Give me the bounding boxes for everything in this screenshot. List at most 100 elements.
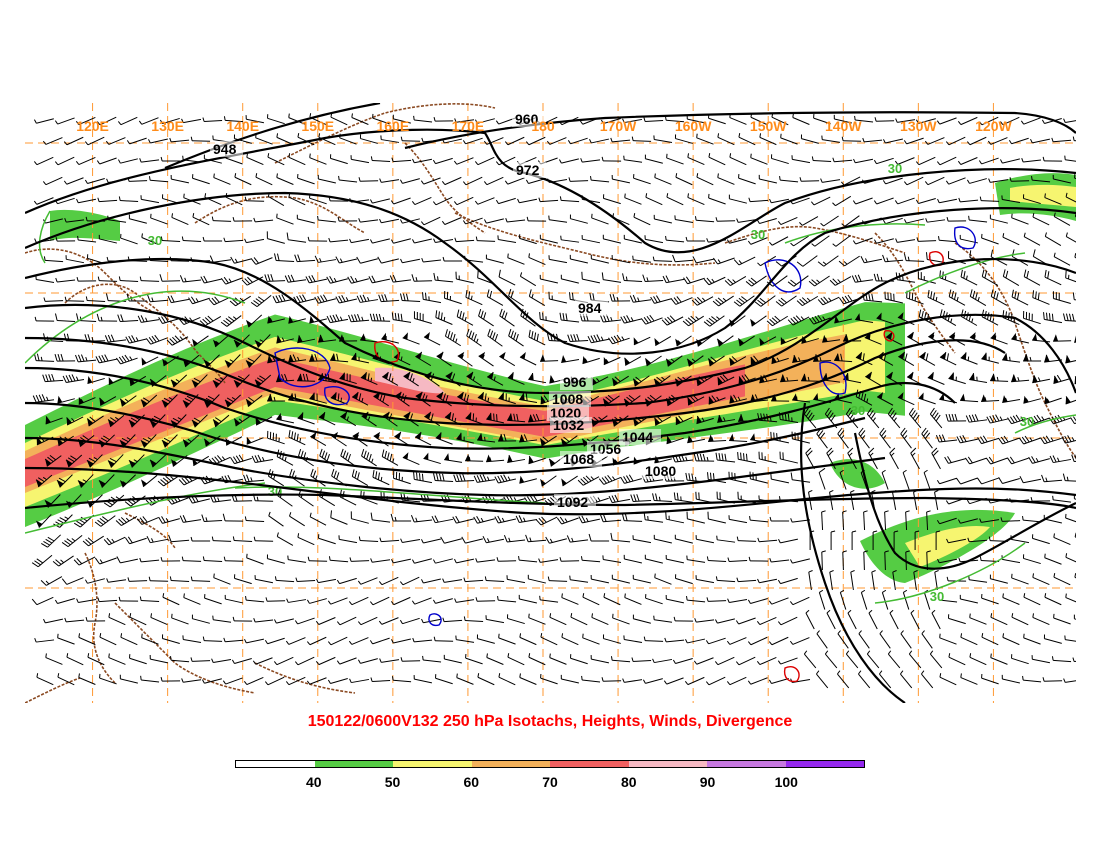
wind-barb-feather bbox=[890, 371, 893, 380]
wind-barb-shaft bbox=[624, 118, 643, 124]
wind-barb-half bbox=[560, 274, 562, 279]
wind-barb bbox=[665, 554, 685, 564]
wind-barb-shaft bbox=[549, 219, 568, 223]
wind-barb-feather bbox=[921, 310, 924, 319]
wind-barb-shaft bbox=[465, 176, 483, 186]
wind-barb-shaft bbox=[150, 299, 169, 303]
wind-barb-feather bbox=[612, 293, 616, 302]
wind-barb-half bbox=[462, 140, 466, 145]
wind-barb bbox=[966, 136, 987, 146]
wind-barb-shaft bbox=[444, 138, 462, 144]
wind-barb bbox=[871, 570, 876, 590]
wind-barb-half bbox=[164, 360, 169, 364]
wind-barb-shaft bbox=[969, 178, 987, 184]
wind-barb-shaft bbox=[477, 559, 496, 563]
wind-barb bbox=[561, 355, 580, 363]
wind-barb-shaft bbox=[918, 156, 936, 166]
wind-barb-shaft bbox=[393, 356, 411, 366]
wind-barb-feather bbox=[629, 295, 634, 303]
wind-barb-half bbox=[1053, 533, 1055, 538]
wind-barb-pennant bbox=[57, 395, 63, 404]
wind-barb-half bbox=[361, 316, 364, 321]
wind-barb-half bbox=[476, 338, 479, 343]
wind-barb-half bbox=[873, 239, 877, 244]
wind-barb-shaft bbox=[257, 374, 272, 388]
wind-barb-half bbox=[33, 119, 37, 124]
wind-barb-shaft bbox=[675, 219, 694, 223]
wind-barb-shaft bbox=[834, 118, 852, 124]
wind-barb-half bbox=[873, 159, 877, 164]
wind-barb-half bbox=[42, 181, 47, 185]
wind-barb-feather bbox=[455, 515, 460, 523]
wind-barb-shaft bbox=[570, 180, 589, 182]
coastline-10 bbox=[114, 602, 256, 694]
wind-barb bbox=[694, 216, 715, 223]
wind-barb-pennant bbox=[212, 339, 220, 347]
wind-barb-shaft bbox=[1023, 557, 1041, 565]
wind-barb bbox=[140, 195, 160, 204]
wind-barb-feather bbox=[247, 357, 255, 363]
wind-barb bbox=[351, 352, 370, 364]
wind-barb-half bbox=[506, 575, 508, 580]
wind-barb-half bbox=[591, 213, 593, 218]
wind-barb-shaft bbox=[225, 239, 244, 243]
wind-barb-shaft bbox=[1044, 276, 1062, 286]
wind-barb-feather bbox=[186, 395, 194, 400]
wind-barb-feather bbox=[248, 396, 255, 403]
wind-barb-half bbox=[658, 496, 661, 501]
wind-barb bbox=[454, 118, 475, 123]
wind-barb-feather bbox=[214, 296, 220, 303]
wind-barb-feather bbox=[35, 394, 40, 403]
wind-barb-half bbox=[686, 555, 688, 560]
wind-barb bbox=[223, 116, 244, 123]
wind-barb bbox=[379, 178, 400, 183]
wind-barb-shaft bbox=[204, 119, 223, 123]
wind-barb-feather bbox=[951, 290, 954, 299]
wind-barb-half bbox=[168, 397, 173, 401]
wind-barb bbox=[1044, 269, 1062, 286]
wind-barb-feather bbox=[402, 293, 406, 301]
wind-barb-half bbox=[789, 601, 794, 605]
wind-barb bbox=[602, 555, 622, 563]
wind-barb-half bbox=[338, 175, 340, 181]
wind-barb-feather bbox=[969, 289, 973, 297]
wind-barb bbox=[560, 235, 580, 243]
wind-barb-feather bbox=[341, 295, 346, 302]
wind-barb-feather bbox=[281, 374, 285, 382]
wind-barb bbox=[850, 490, 855, 510]
wind-barb-shaft bbox=[234, 577, 252, 585]
wind-barb-half bbox=[934, 570, 939, 573]
wind-barb-feather bbox=[245, 360, 253, 365]
wind-barb-half bbox=[296, 214, 298, 219]
wind-barb-half bbox=[978, 160, 983, 165]
wind-barb bbox=[1002, 593, 1020, 605]
wind-barb-half bbox=[630, 317, 634, 322]
wind-barb-half bbox=[1037, 377, 1041, 382]
wind-barb-shaft bbox=[687, 559, 706, 563]
wind-barb bbox=[97, 597, 118, 603]
wind-barb bbox=[181, 118, 202, 124]
wind-barb-half bbox=[217, 497, 220, 502]
wind-barb-half bbox=[96, 160, 101, 165]
wind-barb-shaft bbox=[780, 179, 799, 183]
wind-barb-half bbox=[162, 593, 165, 598]
wind-barb-shaft bbox=[351, 117, 369, 125]
wind-barb-shaft bbox=[1002, 398, 1021, 404]
wind-barb-feather bbox=[960, 269, 963, 278]
wind-barb-feather bbox=[801, 297, 808, 303]
wind-barb bbox=[148, 138, 168, 144]
wind-barb-feather bbox=[332, 314, 337, 322]
wind-barb-half bbox=[54, 599, 58, 604]
wind-barb-feather bbox=[965, 415, 970, 423]
wind-barb bbox=[506, 575, 526, 584]
wind-barb-shaft bbox=[87, 300, 106, 302]
wind-barb-feather bbox=[440, 536, 445, 544]
wind-barb-feather bbox=[665, 358, 673, 364]
wind-barb bbox=[686, 355, 704, 367]
wind-barb bbox=[432, 196, 453, 206]
wind-barb-shaft bbox=[277, 536, 294, 546]
wind-barb bbox=[632, 255, 652, 263]
wind-barb bbox=[32, 394, 55, 403]
wind-barb-shaft bbox=[561, 158, 579, 164]
wind-barb-feather bbox=[461, 312, 465, 320]
